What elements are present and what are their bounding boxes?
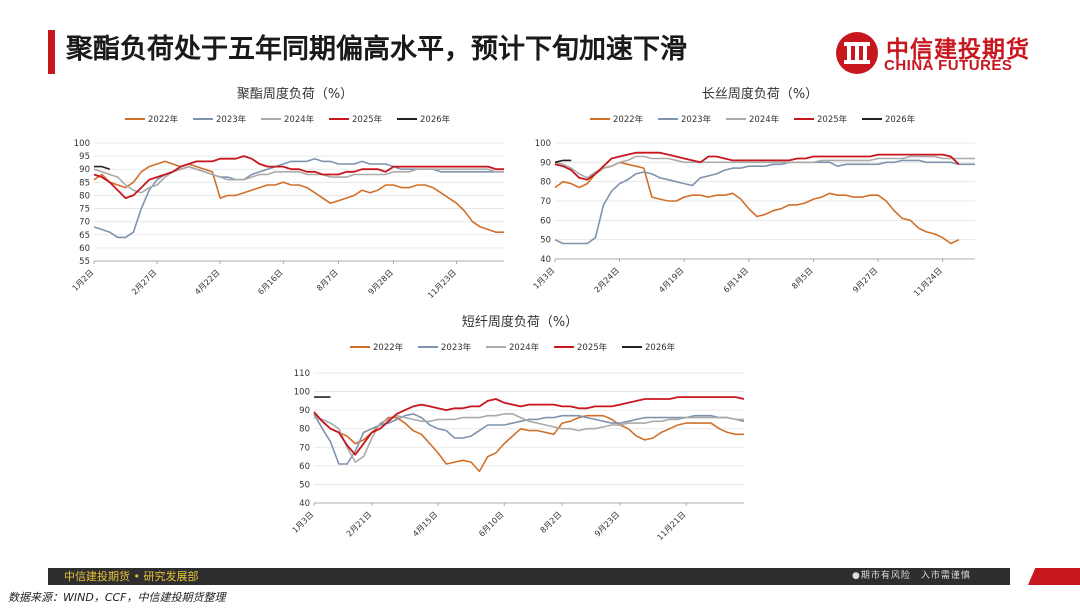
x-tick-label: 11月23日 — [426, 268, 458, 300]
data-source: 数据来源：WIND，CCF，中信建投期货整理 — [8, 591, 226, 604]
legend-label: 2024年 — [284, 114, 315, 125]
y-tick-label: 80 — [79, 191, 90, 201]
y-tick-label: 75 — [79, 205, 90, 215]
y-tick-label: 95 — [79, 152, 90, 162]
y-tick-label: 40 — [299, 499, 310, 509]
legend-label: 2026年 — [420, 114, 451, 125]
y-tick-label: 60 — [540, 216, 551, 226]
y-tick-label: 60 — [79, 244, 90, 254]
x-tick-label: 2月24日 — [593, 266, 621, 294]
y-tick-label: 70 — [79, 218, 90, 228]
x-tick-label: 9月27日 — [851, 266, 879, 294]
x-tick-label: 4月19日 — [657, 266, 685, 294]
x-tick-label: 9月23日 — [593, 510, 621, 538]
y-tick-label: 40 — [540, 255, 551, 265]
y-tick-label: 50 — [540, 236, 551, 246]
x-tick-label: 6月14日 — [722, 266, 750, 294]
series-line-2023 — [554, 159, 975, 245]
staple-fiber-load-chart: 短纤周度负荷（%） 2022年 2023年 2024年 2025年 2026年 40 50 60… — [291, 314, 745, 542]
legend-label: 2022年 — [373, 342, 404, 353]
y-tick-label: 55 — [79, 257, 90, 267]
series-line-2022 — [554, 161, 960, 245]
x-tick-label: 11月24日 — [912, 266, 944, 298]
legend-label: 2025年 — [817, 114, 848, 125]
logo-english-name: CHINA FUTURES — [884, 57, 1013, 74]
y-tick-label: 90 — [540, 158, 551, 168]
y-tick-label: 90 — [299, 406, 310, 416]
legend-label: 2024年 — [749, 114, 780, 125]
series-line-2023 — [93, 157, 504, 239]
legend-label: 2023年 — [441, 342, 472, 353]
x-tick-label: 1月3日 — [291, 510, 316, 535]
series-line-2022 — [93, 160, 504, 233]
y-tick-label: 60 — [299, 462, 310, 472]
legend-label: 2025年 — [577, 342, 608, 353]
citic-logo-icon — [836, 32, 878, 74]
legend-label: 2022年 — [613, 114, 644, 125]
x-tick-label: 6月16日 — [256, 268, 284, 296]
series-line-2025 — [554, 151, 960, 181]
series-line-2024 — [93, 165, 504, 194]
x-tick-label: 9月28日 — [367, 268, 395, 296]
legend-label: 2026年 — [645, 342, 676, 353]
x-tick-label: 11月21日 — [655, 510, 687, 542]
x-tick-label: 8月5日 — [790, 266, 815, 291]
x-tick-label: 2月21日 — [345, 510, 373, 538]
y-tick-label: 100 — [294, 388, 310, 398]
polyester-load-chart: 聚酯周度负荷（%） 2022年 2023年 2024年 2025年 2026年 55 60 65… — [71, 86, 504, 300]
logo-chinese-name: 中信建投期货 — [886, 37, 1030, 63]
footer-risk-warning: ●期市有风险 入市需谨慎 — [852, 571, 971, 581]
x-tick-label: 2月27日 — [130, 268, 158, 296]
chart-title: 长丝周度负荷（%） — [702, 86, 818, 102]
y-tick-label: 80 — [540, 178, 551, 188]
legend-label: 2023年 — [681, 114, 712, 125]
filament-load-chart: 长丝周度负荷（%） 2022年 2023年 2024年 2025年 2026年 40 50 60… — [532, 86, 975, 298]
page-title: 聚酯负荷处于五年同期偏高水平，预计下旬加速下滑 — [66, 34, 687, 65]
x-tick-label: 4月22日 — [193, 268, 221, 296]
series-line-2022 — [313, 413, 744, 473]
y-tick-label: 85 — [79, 178, 90, 188]
chart-title: 短纤周度负荷（%） — [462, 314, 578, 330]
brand-logo: 中信建投期货 CHINA FUTURES — [834, 30, 1034, 76]
legend-label: 2026年 — [885, 114, 916, 125]
legend-label: 2025年 — [352, 114, 383, 125]
title-accent-bar — [48, 30, 55, 74]
footer-bar — [48, 568, 1010, 585]
footer-red-accent — [1028, 568, 1080, 585]
x-tick-label: 8月7日 — [315, 268, 340, 293]
y-tick-label: 100 — [535, 139, 551, 149]
legend-label: 2022年 — [148, 114, 179, 125]
x-tick-label: 1月2日 — [71, 268, 96, 293]
x-tick-label: 4月15日 — [411, 510, 439, 538]
legend-label: 2024年 — [509, 342, 540, 353]
y-tick-label: 70 — [299, 443, 310, 453]
series-line-2026 — [554, 159, 572, 164]
x-tick-label: 1月3日 — [532, 266, 557, 291]
y-tick-label: 65 — [79, 231, 90, 241]
y-tick-label: 50 — [299, 480, 310, 490]
x-tick-label: 6月10日 — [477, 510, 505, 538]
series-line-2024 — [313, 413, 744, 463]
y-tick-label: 70 — [540, 197, 551, 207]
x-tick-label: 8月2日 — [539, 510, 564, 535]
y-tick-label: 100 — [74, 139, 90, 149]
series-line-2026 — [94, 165, 111, 170]
series-line-2025 — [313, 396, 745, 456]
footer-org: 中信建投期货 • 研究发展部 — [64, 570, 199, 583]
y-tick-label: 80 — [299, 425, 310, 435]
y-tick-label: 110 — [294, 369, 310, 379]
series-line-2025 — [93, 155, 504, 199]
legend-label: 2023年 — [216, 114, 247, 125]
y-tick-label: 90 — [79, 165, 90, 175]
chart-title: 聚酯周度负荷（%） — [237, 86, 353, 102]
series-line-2024 — [554, 155, 975, 179]
